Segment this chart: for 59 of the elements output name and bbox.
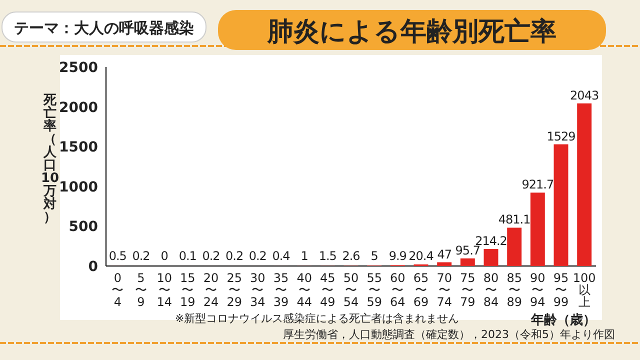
data-label: 0.2 <box>226 249 244 263</box>
data-label: 0.1 <box>178 249 196 263</box>
chart-title: 肺炎による年齢別死亡率 <box>266 17 556 47</box>
bar <box>530 192 545 266</box>
y-tick-label: 0 <box>88 259 98 275</box>
data-label: 47 <box>437 247 452 262</box>
data-label: 0.2 <box>202 249 220 263</box>
x-tick-label: 10〜14 <box>156 271 172 309</box>
y-tick-label: 500 <box>68 219 98 236</box>
x-tick-label: 50〜54 <box>343 271 359 309</box>
x-tick-label: 20〜24 <box>203 271 219 309</box>
x-tick-label: 85〜89 <box>506 271 522 309</box>
data-label: 481.1 <box>498 212 530 227</box>
chart-subtitle: テーマ：大人の呼吸器感染 <box>14 19 194 37</box>
data-label: 2.6 <box>342 249 360 263</box>
x-tick-label: 55〜59 <box>366 271 382 309</box>
bar <box>554 144 568 266</box>
text: 死亡率（人口10万対） <box>40 93 60 225</box>
x-axis-title: 年齢（歳） <box>530 313 596 328</box>
y-tick-label: 2500 <box>59 60 98 76</box>
x-tick-label: 0〜4 <box>112 271 124 309</box>
bar <box>577 103 592 266</box>
bar <box>507 228 522 266</box>
x-tick-label: 75〜79 <box>460 271 476 309</box>
data-label: 1 <box>300 249 308 263</box>
data-label: 5 <box>370 249 378 263</box>
data-label: 9.9 <box>388 249 406 263</box>
x-tick-label: 70〜74 <box>436 271 452 309</box>
x-tick-label: 15〜19 <box>180 271 196 309</box>
data-label: 0.4 <box>272 249 290 263</box>
x-tick-label: 35〜39 <box>273 271 289 309</box>
x-tick-label: 90〜94 <box>530 271 546 309</box>
y-tick-label: 1000 <box>59 179 98 196</box>
bar <box>460 258 475 266</box>
data-label: 0.5 <box>108 249 126 263</box>
data-label: 2043 <box>570 88 599 102</box>
x-tick-label: 5〜9 <box>135 271 147 309</box>
y-tick-label: 2000 <box>59 100 98 116</box>
data-label: 20.4 <box>408 249 434 263</box>
x-tick-label: 60〜64 <box>390 271 406 309</box>
text: ※新型コロナウイルス感染症による死亡者は含まれません <box>175 312 460 325</box>
y-tick-label: 1500 <box>59 140 98 156</box>
bar <box>437 262 452 266</box>
x-tick-label: 45〜49 <box>320 271 336 309</box>
x-tick-label: 30〜34 <box>250 271 266 309</box>
data-label: 0.2 <box>132 249 150 263</box>
data-label: 0.2 <box>248 249 266 263</box>
x-tick-label: 25〜29 <box>226 271 242 309</box>
text: 厚生労働省，人口動態調査（確定数），2023（令和5）年より作図 <box>283 328 615 341</box>
x-tick-label: 95〜99 <box>553 271 569 309</box>
x-tick-label: 80〜84 <box>483 271 499 309</box>
data-label: 1.5 <box>318 249 336 263</box>
bar <box>484 248 498 266</box>
data-label: 1529 <box>546 129 576 144</box>
x-tick-label: 40〜44 <box>296 271 312 309</box>
x-tick-label: 65〜69 <box>413 271 429 309</box>
data-label: 0 <box>160 249 168 263</box>
data-label: 921.7 <box>522 178 554 192</box>
x-tick-label: 100以上 <box>572 271 596 309</box>
